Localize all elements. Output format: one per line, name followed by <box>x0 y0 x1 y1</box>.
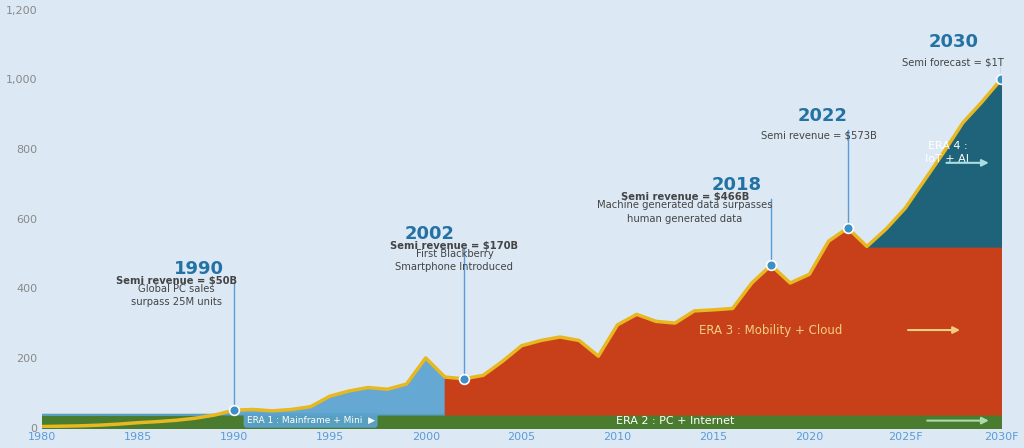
Text: ERA 1 : Mainframe + Mini  ▶: ERA 1 : Mainframe + Mini ▶ <box>247 416 375 425</box>
Text: Machine generated data surpasses
human generated data: Machine generated data surpasses human g… <box>597 200 772 224</box>
Text: Semi revenue = $573B: Semi revenue = $573B <box>761 131 877 141</box>
Text: 2002: 2002 <box>404 225 455 243</box>
Text: 2030: 2030 <box>928 33 978 52</box>
Text: ERA 4 :
IoT + AI: ERA 4 : IoT + AI <box>926 141 970 164</box>
Text: Semi revenue = $466B: Semi revenue = $466B <box>621 193 749 202</box>
Text: Semi forecast = $1T: Semi forecast = $1T <box>902 58 1005 68</box>
Text: 2018: 2018 <box>712 176 762 194</box>
Text: 2022: 2022 <box>798 107 848 125</box>
Text: Semi revenue = $170B: Semi revenue = $170B <box>390 241 518 251</box>
Text: ERA 2 : PC + Internet: ERA 2 : PC + Internet <box>615 416 734 426</box>
Text: ERA 3 : Mobility + Cloud: ERA 3 : Mobility + Cloud <box>699 323 843 336</box>
Text: First Blackberry
Smartphone Introduced: First Blackberry Smartphone Introduced <box>395 249 513 272</box>
Text: Global PC sales
surpass 25M units: Global PC sales surpass 25M units <box>131 284 222 307</box>
Text: 1990: 1990 <box>174 260 224 278</box>
Text: Semi revenue = $50B: Semi revenue = $50B <box>116 276 237 286</box>
